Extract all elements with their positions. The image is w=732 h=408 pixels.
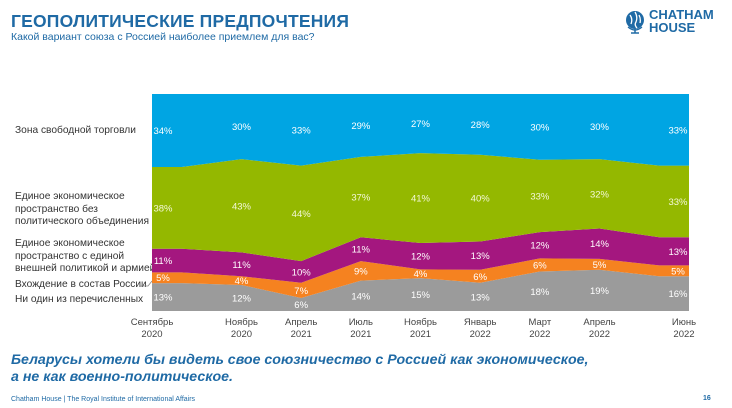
globe-icon [626, 10, 644, 34]
data-label: 9% [354, 266, 368, 277]
legend-text: внешней политикой и армией [15, 263, 156, 274]
chatham-house-logo: CHATHAM HOUSE [624, 7, 714, 35]
data-label: 12% [411, 252, 431, 263]
page-subtitle: Какой вариант союза с Россией наиболее п… [11, 31, 315, 43]
data-label: 41% [411, 194, 431, 205]
takeaway-line1: Беларусы хотели бы видеть свое союзничес… [11, 352, 589, 368]
data-label: 19% [590, 286, 610, 297]
data-label: 13% [153, 293, 173, 304]
data-label: 33% [530, 191, 550, 202]
x-tick-label: Апрель [583, 317, 615, 328]
x-tick-label: Ноябрь [225, 317, 258, 328]
legend-text: Ни один из перечисленных [15, 294, 144, 305]
x-tick-label: 2022 [589, 329, 610, 340]
legend-leader-line [140, 280, 153, 287]
logo-line2: HOUSE [649, 19, 696, 35]
legend-text: политического объединения [15, 216, 149, 227]
x-tick-label: Март [528, 317, 551, 328]
data-label: 14% [590, 239, 610, 250]
legend-item: Зона свободной торговли [15, 125, 136, 138]
data-label: 30% [530, 122, 550, 133]
data-label: 27% [411, 119, 431, 130]
stacked-area-chart: 13% 12% 6% 14% 15% 13% 18% 19% 16% 5% 4% 7% 9% 4% 6% 6%… [131, 94, 696, 340]
x-tick-label: 2020 [231, 329, 252, 340]
x-tick-label: Апрель [285, 317, 317, 328]
legend-text: пространство без [15, 203, 98, 215]
data-label: 5% [156, 273, 170, 284]
data-label: 34% [153, 126, 173, 137]
legend-text: Единое экономическое [15, 191, 125, 202]
data-label: 44% [292, 209, 312, 220]
x-tick-label: 2020 [141, 329, 162, 340]
x-tick-label: 2022 [529, 329, 550, 340]
data-label: 43% [232, 201, 252, 212]
data-label: 5% [671, 266, 685, 277]
data-label: 4% [414, 269, 428, 280]
data-label: 11% [154, 256, 173, 267]
legend-text: Зона свободной торговли [15, 125, 136, 136]
data-label: 16% [668, 289, 688, 300]
data-label: 29% [351, 121, 371, 132]
logo-line1: CHATHAM [649, 7, 714, 22]
area-series-0 [152, 269, 689, 311]
data-label: 11% [232, 260, 251, 271]
x-tick-label: Январь [464, 317, 497, 328]
data-label: 4% [235, 276, 249, 287]
legend-item: Вхождение в состав России [15, 279, 147, 292]
data-label: 13% [668, 247, 688, 258]
x-tick-label: Июнь [672, 317, 696, 328]
legend-item: Единое экономическое пространство с едино… [15, 238, 155, 276]
data-label: 13% [471, 251, 491, 262]
footer-text: Chatham House | The Royal Institute of I… [11, 396, 196, 403]
data-label: 11% [352, 245, 371, 256]
area-series-2 [152, 228, 689, 283]
area-series-4 [152, 94, 689, 168]
data-label: 37% [351, 193, 371, 204]
legend-text: Единое экономическое [15, 238, 125, 249]
page-number: 16 [703, 395, 711, 402]
x-tick-label: 2022 [470, 329, 491, 340]
key-takeaway: Беларусы хотели бы видеть свое союзничес… [11, 352, 588, 386]
data-label: 6% [294, 300, 308, 311]
data-label: 13% [471, 292, 491, 303]
data-label: 30% [232, 122, 252, 133]
x-tick-label: 2021 [410, 329, 431, 340]
x-tick-label: 2021 [350, 329, 371, 340]
data-label: 33% [668, 125, 688, 136]
takeaway-line2: а не как военно-политическое. [11, 369, 233, 385]
x-tick-label: 2022 [673, 329, 694, 340]
x-tick-label: Июль [349, 317, 373, 328]
legend-text: Вхождение в состав России [15, 279, 147, 290]
data-label: 12% [232, 293, 252, 304]
legend-item: Единое экономическое пространство без поли… [15, 191, 149, 229]
data-label: 33% [292, 125, 312, 136]
legend-item: Ни один из перечисленных [15, 294, 143, 307]
data-label: 33% [668, 197, 688, 208]
data-label: 30% [590, 122, 610, 133]
data-label: 10% [292, 267, 312, 278]
area-series-3 [152, 153, 689, 262]
page-title: ГЕОПОЛИТИЧЕСКИЕ ПРЕДПОЧТЕНИЯ [11, 11, 350, 31]
x-tick-label: Ноябрь [404, 317, 437, 328]
data-label: 12% [530, 241, 550, 252]
logo-text: CHATHAM HOUSE [649, 7, 714, 35]
x-tick-label: Сентябрь [131, 317, 174, 328]
data-label: 28% [471, 120, 491, 131]
x-tick-label: 2021 [291, 329, 312, 340]
data-label: 40% [471, 194, 491, 205]
data-label: 32% [590, 189, 610, 200]
legend-text: пространство с единой [15, 250, 125, 262]
data-label: 6% [533, 260, 547, 271]
data-label: 5% [593, 260, 607, 271]
data-label: 15% [411, 290, 431, 301]
area-series-1 [152, 258, 689, 298]
data-label: 38% [153, 203, 173, 214]
data-label: 14% [351, 291, 371, 302]
data-label: 7% [294, 286, 308, 297]
data-label: 18% [530, 287, 550, 298]
data-label: 6% [473, 272, 487, 283]
